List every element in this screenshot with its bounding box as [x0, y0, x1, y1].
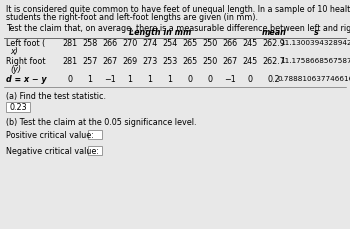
Text: −1: −1 — [224, 74, 236, 84]
Text: d = x − y: d = x − y — [6, 74, 47, 84]
Text: x): x) — [10, 47, 18, 56]
Text: Length in mm: Length in mm — [129, 28, 191, 37]
Text: 270: 270 — [122, 38, 138, 47]
Text: 262.7: 262.7 — [262, 57, 286, 65]
Text: −1: −1 — [104, 74, 116, 84]
Text: 267: 267 — [222, 57, 238, 65]
Text: Right foot: Right foot — [6, 57, 46, 66]
Text: students the right-foot and left-foot lengths are given (in mm).: students the right-foot and left-foot le… — [6, 13, 258, 22]
Text: 281: 281 — [62, 57, 78, 65]
Text: 253: 253 — [162, 57, 177, 65]
Text: Left foot (: Left foot ( — [6, 39, 45, 48]
Text: 281: 281 — [62, 38, 78, 47]
Text: s: s — [314, 28, 318, 37]
FancyBboxPatch shape — [88, 146, 102, 155]
Text: (b) Test the claim at the 0.05 significance level.: (b) Test the claim at the 0.05 significa… — [6, 118, 196, 127]
Text: (a) Find the test statistic.: (a) Find the test statistic. — [6, 92, 106, 101]
Text: 274: 274 — [142, 38, 158, 47]
Text: 262.9: 262.9 — [262, 38, 286, 47]
Text: 0: 0 — [68, 74, 72, 84]
Text: 257: 257 — [82, 57, 98, 65]
Text: 266: 266 — [103, 38, 118, 47]
Text: Negative critical value:: Negative critical value: — [6, 147, 99, 156]
Text: 254: 254 — [162, 38, 177, 47]
Text: 0: 0 — [208, 74, 212, 84]
Text: 267: 267 — [102, 57, 118, 65]
Text: Test the claim that, on average, there is a measurable difference between left a: Test the claim that, on average, there i… — [6, 24, 350, 33]
Text: 265: 265 — [182, 38, 198, 47]
FancyBboxPatch shape — [88, 130, 102, 139]
Text: (y): (y) — [10, 65, 21, 74]
Text: 258: 258 — [82, 38, 98, 47]
Text: 11.1758668567587: 11.1758668567587 — [280, 58, 350, 64]
Text: 250: 250 — [202, 38, 218, 47]
Text: 266: 266 — [223, 38, 238, 47]
Text: 0: 0 — [247, 74, 252, 84]
Text: 1: 1 — [147, 74, 153, 84]
Text: 0.788810637746616: 0.788810637746616 — [278, 76, 350, 82]
Text: 1: 1 — [88, 74, 92, 84]
Text: 0: 0 — [188, 74, 193, 84]
Text: 1: 1 — [127, 74, 133, 84]
Text: 1: 1 — [168, 74, 173, 84]
Text: 245: 245 — [242, 57, 258, 65]
Text: 250: 250 — [202, 57, 218, 65]
FancyBboxPatch shape — [6, 102, 30, 112]
Text: 273: 273 — [142, 57, 158, 65]
Text: It is considered quite common to have feet of unequal length. In a sample of 10 : It is considered quite common to have fe… — [6, 5, 350, 14]
Text: 0.2: 0.2 — [268, 74, 280, 84]
Text: 0.23: 0.23 — [9, 103, 27, 112]
Text: mean: mean — [261, 28, 286, 37]
Text: 269: 269 — [122, 57, 138, 65]
Text: Positive critical value:: Positive critical value: — [6, 131, 94, 140]
Text: 265: 265 — [182, 57, 198, 65]
Text: 245: 245 — [242, 38, 258, 47]
Text: 11.1300394328942: 11.1300394328942 — [280, 40, 350, 46]
